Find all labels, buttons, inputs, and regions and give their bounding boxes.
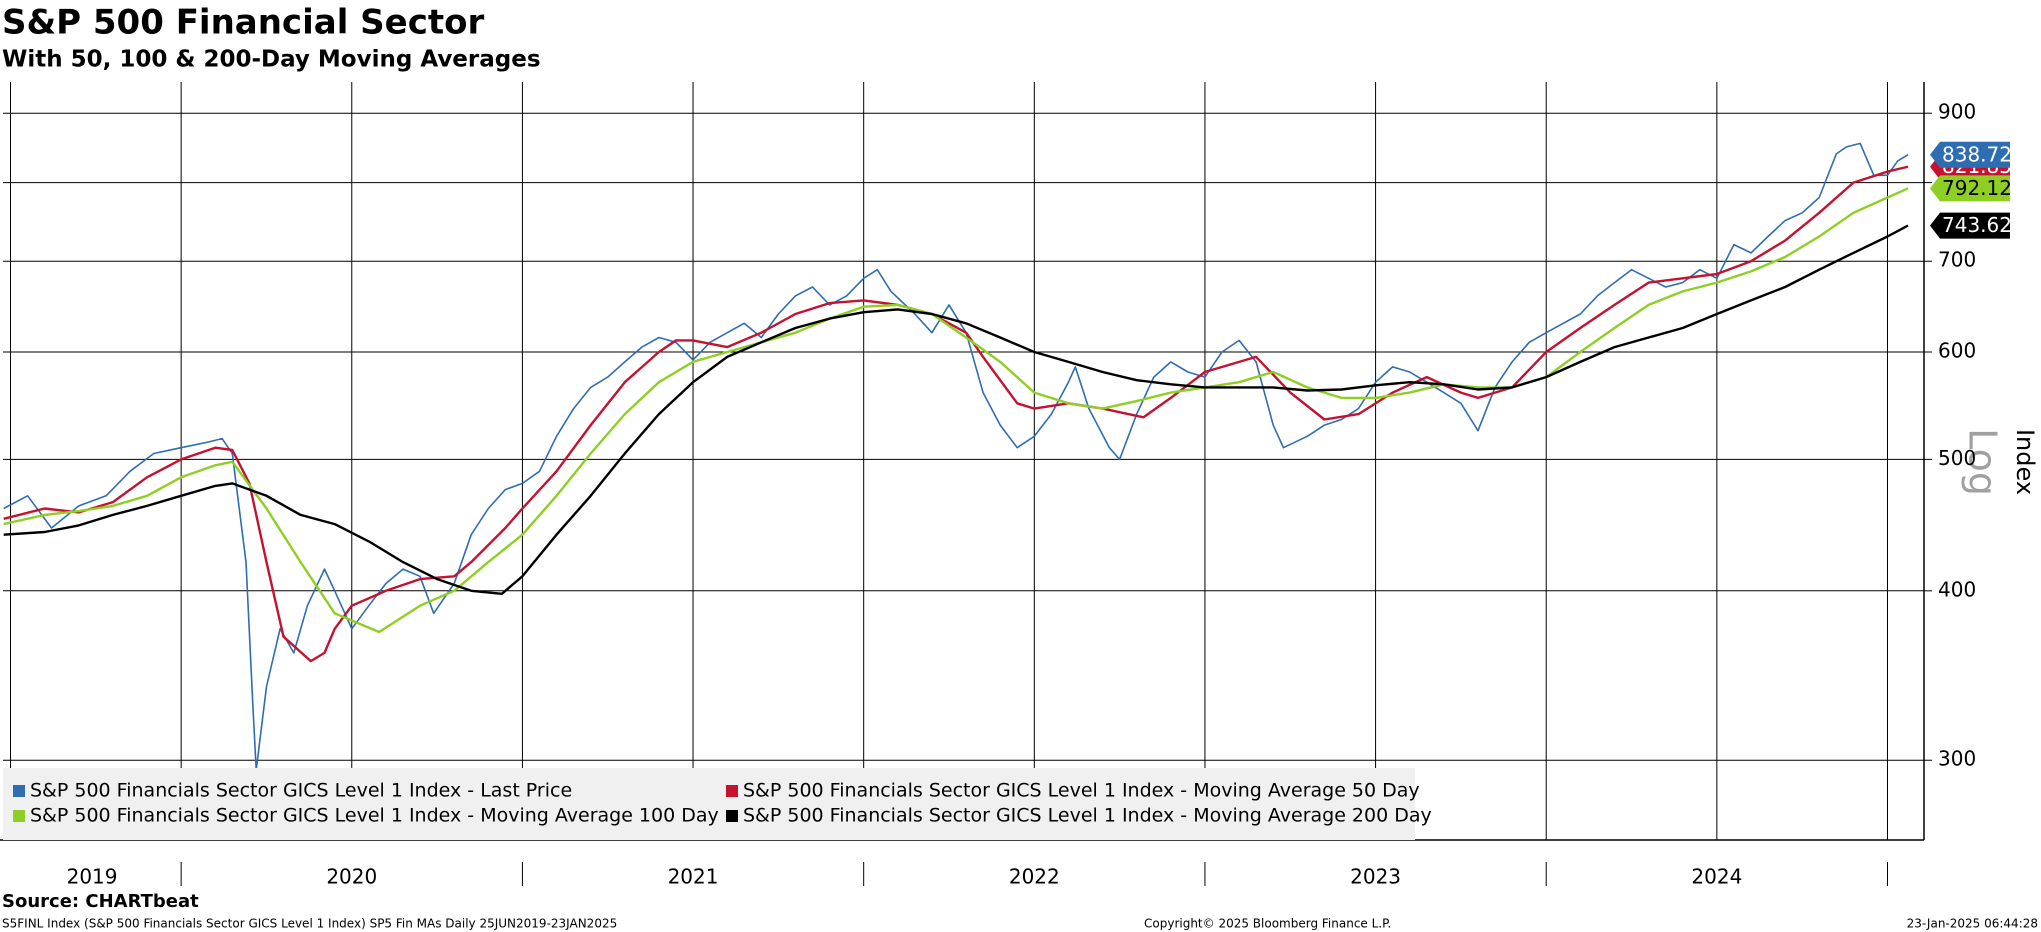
footer-left: S5FINL Index (S&P 500 Financials Sector …: [2, 917, 617, 931]
y-tick-label: 300: [1938, 747, 1976, 771]
last-value-tag: [1930, 212, 2010, 239]
legend-label: S&P 500 Financials Sector GICS Level 1 I…: [30, 780, 572, 802]
legend-swatch: [726, 785, 738, 797]
x-tick-label: 2021: [668, 865, 719, 889]
legend-swatch: [13, 785, 25, 797]
legend-label: S&P 500 Financials Sector GICS Level 1 I…: [743, 805, 1432, 827]
y-tick-label: 900: [1938, 100, 1976, 124]
x-tick-label: 2020: [326, 865, 377, 889]
chart-title: S&P 500 Financial Sector: [2, 3, 484, 43]
last-value-label: 743.62: [1942, 213, 2012, 237]
x-tick-label: 2023: [1350, 865, 1401, 889]
y-tick-label: 700: [1938, 248, 1976, 272]
legend-label: S&P 500 Financials Sector GICS Level 1 I…: [743, 780, 1420, 802]
y-tick-label: 400: [1938, 577, 1976, 601]
x-tick-label: 2024: [1691, 865, 1742, 889]
last-value-label: 792.12: [1942, 176, 2012, 200]
footer-right: 23-Jan-2025 06:44:28: [1907, 917, 2038, 931]
last-value-tag: [1930, 141, 2010, 168]
legend-swatch: [726, 810, 738, 822]
last-value-tag: [1930, 175, 2010, 202]
series-line: [3, 187, 1909, 634]
y-axis-label: Index: [2011, 429, 2039, 495]
chart-subtitle: With 50, 100 & 200-Day Moving Averages: [2, 47, 541, 73]
legend-swatch: [13, 810, 25, 822]
series-line: [3, 224, 1909, 595]
scale-label: Log: [1961, 428, 2005, 496]
series-line: [3, 142, 1909, 771]
x-tick-label: 2022: [1009, 865, 1060, 889]
y-tick-label: 600: [1938, 339, 1976, 363]
y-tick-label: 500: [1938, 446, 1976, 470]
source: Source: CHARTbeat: [2, 891, 199, 912]
x-tick-label: 2019: [67, 865, 118, 889]
legend-box: [3, 768, 1415, 840]
last-value-label: 838.72: [1942, 142, 2012, 166]
legend-label: S&P 500 Financials Sector GICS Level 1 I…: [30, 805, 719, 827]
footer-center: Copyright© 2025 Bloomberg Finance L.P.: [1144, 917, 1391, 931]
